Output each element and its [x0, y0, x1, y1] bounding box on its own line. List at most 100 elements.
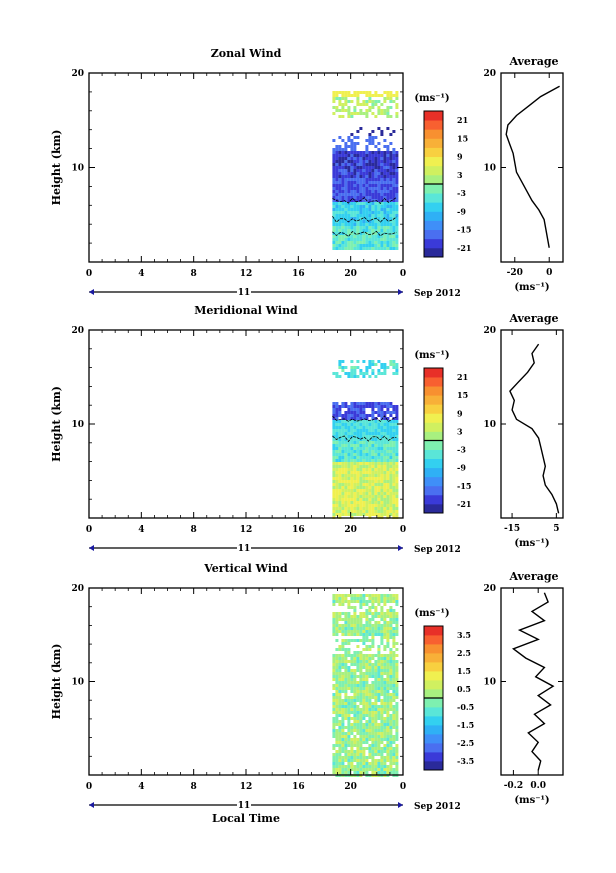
heatmap-cell	[380, 513, 384, 516]
heatmap-cell	[353, 723, 357, 726]
heatmap-cell	[392, 214, 396, 217]
heatmap-cell	[332, 423, 336, 426]
heatmap-cell	[341, 468, 345, 471]
heatmap-cell	[335, 426, 339, 429]
heatmap-cell	[377, 648, 381, 651]
heatmap-cell	[377, 447, 381, 450]
heatmap-cell	[359, 453, 363, 456]
heatmap-cell	[368, 669, 372, 672]
heatmap-cell	[353, 199, 357, 202]
heatmap-cell	[371, 492, 375, 495]
heatmap-cell	[392, 669, 396, 672]
heatmap-cell	[347, 217, 351, 220]
heatmap-cell	[362, 235, 366, 238]
colorbar-swatch	[424, 662, 443, 672]
heatmap-cell	[341, 735, 345, 738]
heatmap-cell	[392, 184, 396, 187]
heatmap-cell	[362, 594, 366, 597]
heatmap-cell	[371, 247, 375, 250]
heatmap-cell	[386, 226, 390, 229]
heatmap-cell	[383, 423, 387, 426]
heatmap-cell	[374, 190, 378, 193]
heatmap-cell	[356, 366, 360, 369]
heatmap-cell	[383, 750, 387, 753]
colorbar-swatch	[424, 413, 443, 423]
heatmap-cell	[386, 411, 390, 414]
heatmap-cell	[356, 417, 360, 420]
heatmap-cell	[395, 597, 399, 600]
heatmap-cell	[395, 480, 399, 483]
heatmap-cell	[359, 181, 363, 184]
heatmap-cell	[344, 633, 348, 636]
heatmap-cell	[347, 612, 351, 615]
heatmap-cell	[353, 486, 357, 489]
heatmap-cell	[362, 603, 366, 606]
heatmap-cell	[383, 220, 387, 223]
heatmap-cell	[392, 600, 396, 603]
heatmap-cell	[347, 184, 351, 187]
heatmap-cell	[341, 190, 345, 193]
heatmap-cell	[389, 133, 393, 136]
heatmap-cell	[374, 687, 378, 690]
heatmap-cell	[338, 217, 342, 220]
heatmap-cell	[344, 91, 348, 94]
average-title: Average	[508, 570, 558, 583]
heatmap-cell	[368, 178, 372, 181]
heatmap-cell	[362, 723, 366, 726]
heatmap-cell	[353, 618, 357, 621]
heatmap-cell	[386, 492, 390, 495]
heatmap-cell	[365, 501, 369, 504]
heatmap-cell	[377, 729, 381, 732]
heatmap-cell	[350, 178, 354, 181]
heatmap-cell	[365, 103, 369, 106]
heatmap-cell	[383, 175, 387, 178]
average-x-tick-label: -15	[504, 524, 520, 534]
heatmap-cell	[386, 190, 390, 193]
heatmap-cell	[347, 145, 351, 148]
average-x-tick-label: 5	[553, 524, 559, 534]
heatmap-cell	[395, 513, 399, 516]
heatmap-cell	[335, 417, 339, 420]
heatmap-cell	[383, 366, 387, 369]
heatmap-cell	[344, 187, 348, 190]
heatmap-cell	[380, 606, 384, 609]
heatmap-cell	[389, 208, 393, 211]
heatmap-cell	[353, 759, 357, 762]
heatmap-cell	[338, 711, 342, 714]
heatmap-cell	[395, 435, 399, 438]
heatmap-cell	[377, 148, 381, 151]
heatmap-cell	[344, 217, 348, 220]
heatmap-cell	[356, 157, 360, 160]
heatmap-cell	[338, 696, 342, 699]
heatmap-cell	[332, 91, 336, 94]
heatmap-cell	[347, 423, 351, 426]
heatmap-cell	[344, 648, 348, 651]
heatmap-cell	[374, 205, 378, 208]
heatmap-cell	[371, 510, 375, 513]
heatmap-cell	[377, 151, 381, 154]
heatmap-cell	[371, 456, 375, 459]
heatmap-cell	[380, 223, 384, 226]
heatmap-cell	[371, 738, 375, 741]
panel-title: Vertical Wind	[203, 562, 288, 575]
heatmap-cell	[371, 130, 375, 133]
heatmap-cell	[377, 744, 381, 747]
heatmap-cell	[371, 654, 375, 657]
heatmap-cell	[380, 735, 384, 738]
heatmap-cell	[365, 459, 369, 462]
heatmap-cell	[353, 193, 357, 196]
heatmap-cell	[374, 483, 378, 486]
heatmap-cell	[380, 750, 384, 753]
heatmap-cell	[353, 750, 357, 753]
heatmap-cell	[350, 175, 354, 178]
heatmap-cell	[368, 663, 372, 666]
heatmap-cell	[380, 741, 384, 744]
heatmap-cell	[386, 127, 390, 130]
heatmap-cell	[344, 468, 348, 471]
heatmap-cell	[377, 229, 381, 232]
heatmap-cell	[356, 97, 360, 100]
heatmap-cell	[359, 474, 363, 477]
heatmap-cell	[341, 423, 345, 426]
heatmap-cell	[377, 372, 381, 375]
heatmap-cell	[338, 447, 342, 450]
